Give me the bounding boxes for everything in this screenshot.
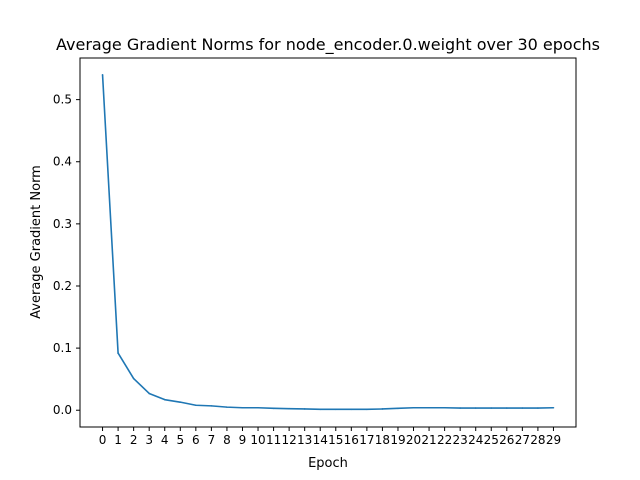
data-point xyxy=(117,352,119,354)
y-tick-label: 0.2 xyxy=(53,279,72,293)
x-tick-label: 22 xyxy=(437,433,452,447)
x-tick-label: 29 xyxy=(546,433,561,447)
data-point xyxy=(319,408,322,411)
data-point xyxy=(443,406,446,409)
x-tick-label: 13 xyxy=(297,433,312,447)
data-point xyxy=(521,407,524,409)
data-point xyxy=(490,407,493,409)
data-point xyxy=(272,407,275,410)
data-point xyxy=(428,406,430,409)
x-tick-label: 25 xyxy=(484,433,499,447)
x-tick-label: 14 xyxy=(313,433,328,447)
y-axis-label: Average Gradient Norm xyxy=(29,165,44,319)
data-point xyxy=(334,408,337,411)
data-point xyxy=(148,392,150,395)
data-point xyxy=(303,408,306,410)
data-point xyxy=(552,406,555,409)
data-point xyxy=(195,404,197,407)
x-tick-label: 0 xyxy=(99,433,107,447)
data-point xyxy=(163,398,166,401)
x-tick-label: 26 xyxy=(499,433,514,447)
y-tick-label: 0.0 xyxy=(53,403,72,417)
x-tick-label: 19 xyxy=(390,433,405,447)
data-point xyxy=(397,407,399,410)
x-tick-label: 12 xyxy=(281,433,296,447)
data-point xyxy=(226,406,228,408)
data-point xyxy=(381,408,384,410)
data-point xyxy=(412,406,415,409)
data-point xyxy=(132,377,135,380)
data-point xyxy=(350,408,353,411)
data-point xyxy=(537,407,539,409)
x-tick-label: 8 xyxy=(223,433,231,447)
series-line xyxy=(101,74,554,411)
x-tick-label: 15 xyxy=(328,433,343,447)
data-point xyxy=(459,407,461,409)
x-tick-label: 6 xyxy=(192,433,200,447)
x-tick-label: 2 xyxy=(130,433,138,447)
y-tick-label: 0.5 xyxy=(53,93,72,107)
data-point xyxy=(474,407,477,409)
x-tick-label: 20 xyxy=(406,433,421,447)
data-point xyxy=(210,405,213,407)
data-point xyxy=(257,406,259,409)
x-tick-label: 27 xyxy=(515,433,530,447)
data-point xyxy=(179,401,182,403)
x-tick-label: 21 xyxy=(421,433,436,447)
data-point xyxy=(241,406,244,409)
x-tick-label: 11 xyxy=(266,433,281,447)
series-layer xyxy=(101,73,555,411)
x-tick-label: 7 xyxy=(208,433,216,447)
data-point xyxy=(366,408,368,411)
y-tick-label: 0.1 xyxy=(53,341,72,355)
x-tick-label: 4 xyxy=(161,433,169,447)
plot-area xyxy=(79,57,577,428)
x-tick-label: 23 xyxy=(453,433,468,447)
x-tick-label: 17 xyxy=(359,433,374,447)
x-axis: 0 1 2 3 4 5 6 7 8 9 10 11 12 13 14 15 16 17 18 19 20 21 22 23 24… xyxy=(99,427,561,447)
x-tick-label: 5 xyxy=(176,433,184,447)
x-tick-label: 24 xyxy=(468,433,483,447)
x-tick-label: 9 xyxy=(239,433,247,447)
x-tick-label: 1 xyxy=(114,433,122,447)
x-tick-label: 18 xyxy=(375,433,390,447)
x-tick-label: 28 xyxy=(530,433,545,447)
x-tick-label: 10 xyxy=(250,433,265,447)
chart-title: Average Gradient Norms for node_encoder.… xyxy=(56,35,600,55)
y-tick-label: 0.3 xyxy=(53,217,72,231)
x-axis-label: Epoch xyxy=(308,456,348,471)
y-tick-label: 0.4 xyxy=(53,155,72,169)
data-point xyxy=(101,73,104,76)
x-tick-label: 3 xyxy=(145,433,153,447)
data-point xyxy=(288,407,290,410)
x-tick-label: 16 xyxy=(344,433,359,447)
data-point xyxy=(506,407,508,409)
y-axis: 0.0 0.1 0.2 0.3 0.4 0.5 xyxy=(53,93,80,417)
